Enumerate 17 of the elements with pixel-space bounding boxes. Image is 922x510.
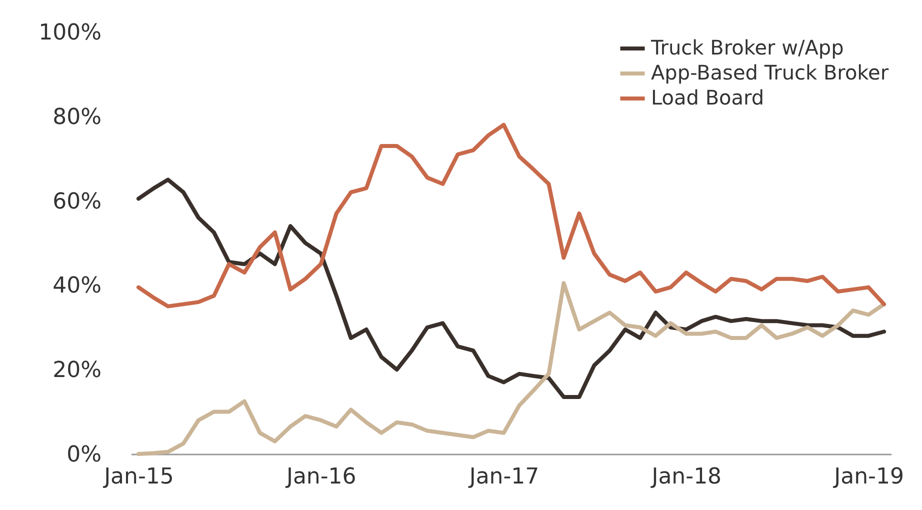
legend-label: App-Based Truck Broker	[651, 60, 890, 84]
line-series	[136, 122, 886, 308]
y-tick-label: 80%	[52, 104, 102, 130]
y-tick-label: 60%	[52, 189, 102, 214]
line-series	[136, 178, 886, 400]
x-tick-label: Jan-16	[284, 464, 356, 490]
x-tick-label: Jan-15	[102, 464, 174, 490]
x-tick-label: Jan-17	[467, 464, 540, 490]
legend-label: Truck Broker w/App	[650, 36, 844, 60]
x-tick-label: Jan-18	[650, 464, 722, 490]
x-tick-label: Jan-19	[832, 464, 904, 490]
y-tick-label: 20%	[52, 358, 102, 384]
legend-label: Load Board	[651, 86, 764, 110]
y-tick-label: 40%	[52, 274, 102, 299]
line-series	[136, 281, 886, 456]
y-tick-label: 100%	[38, 20, 102, 46]
y-tick-label: 0%	[66, 442, 102, 468]
